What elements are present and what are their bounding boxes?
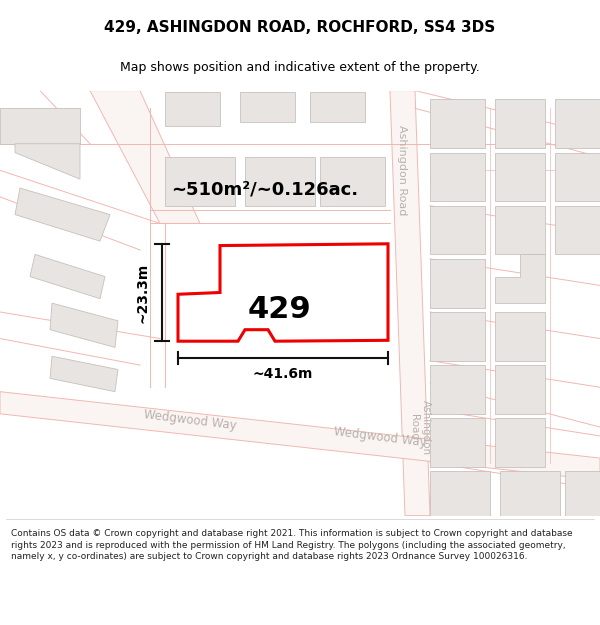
Text: Ashingdon Road: Ashingdon Road [397,125,407,216]
Text: 429: 429 [248,296,311,324]
Text: 429, ASHINGDON ROAD, ROCHFORD, SS4 3DS: 429, ASHINGDON ROAD, ROCHFORD, SS4 3DS [104,19,496,34]
Bar [495,152,545,201]
Polygon shape [390,91,430,516]
Polygon shape [178,244,388,341]
Bar [430,99,485,148]
Bar [165,92,220,126]
Polygon shape [495,254,545,303]
Text: Wedgwood Way: Wedgwood Way [143,408,237,432]
Bar [495,418,545,467]
Bar [430,312,485,361]
Polygon shape [0,108,80,144]
Polygon shape [15,144,80,179]
Bar [245,157,315,206]
Text: ~510m²/~0.126ac.: ~510m²/~0.126ac. [172,181,359,199]
Bar [555,152,600,201]
Text: ~23.3m: ~23.3m [135,262,149,322]
Bar [320,157,385,206]
Polygon shape [15,188,110,241]
Bar [495,99,545,148]
Bar [430,365,485,414]
Bar [310,92,365,122]
Bar [430,152,485,201]
Polygon shape [0,392,600,480]
Text: Map shows position and indicative extent of the property.: Map shows position and indicative extent… [120,61,480,74]
Bar [430,418,485,467]
Bar [430,206,485,254]
Bar [555,99,600,148]
Polygon shape [50,303,118,348]
Bar [495,206,545,254]
Polygon shape [50,356,118,392]
Text: Contains OS data © Crown copyright and database right 2021. This information is : Contains OS data © Crown copyright and d… [11,529,572,561]
Bar [555,206,600,254]
Text: Wedgwood Way: Wedgwood Way [333,426,427,450]
Text: Ashingdon
Road: Ashingdon Road [409,399,431,454]
Bar [495,365,545,414]
Bar [565,471,600,516]
Bar [430,259,485,308]
Bar [240,92,295,122]
Polygon shape [30,254,105,299]
Bar [165,157,235,206]
Bar [495,312,545,361]
Polygon shape [90,91,200,223]
Bar [500,471,560,516]
Text: ~41.6m: ~41.6m [253,367,313,381]
Bar [430,471,490,516]
